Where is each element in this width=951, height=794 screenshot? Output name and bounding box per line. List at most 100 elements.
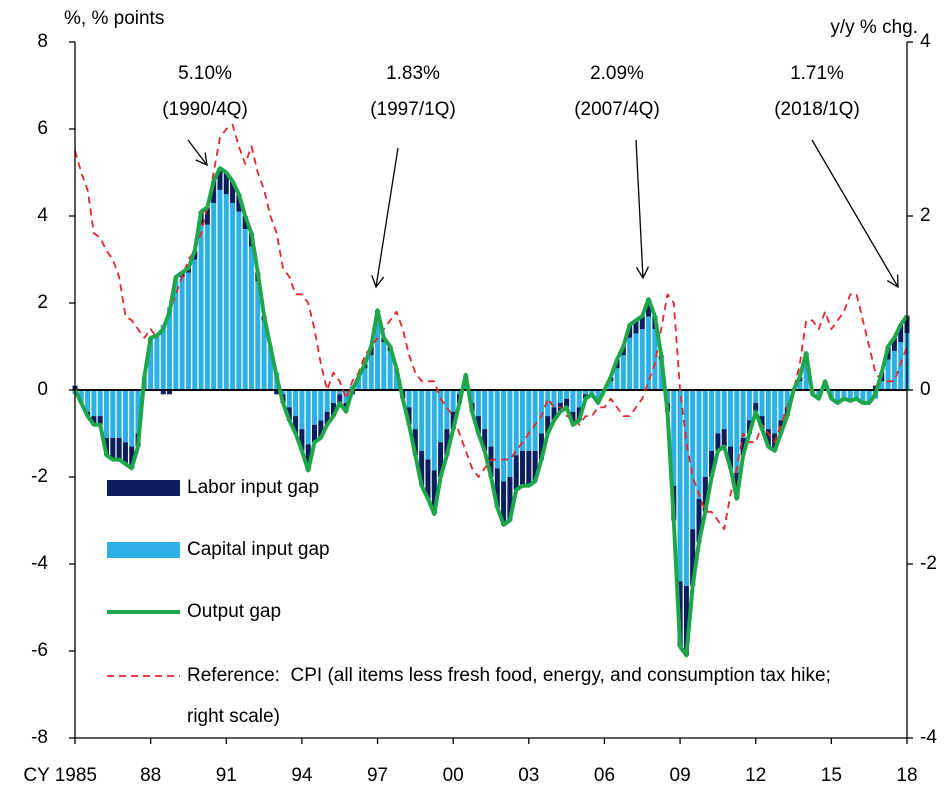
- bar: [709, 390, 715, 451]
- output-gap-line: [73, 166, 909, 658]
- bar: [727, 446, 734, 469]
- y-tick-label: 8: [37, 31, 48, 52]
- bar: [690, 529, 696, 586]
- bar: [211, 181, 217, 203]
- bar: [431, 390, 437, 471]
- legend-label: Capital input gap: [187, 539, 330, 560]
- bar: [91, 390, 97, 417]
- x-tick-label: CY 1985: [23, 765, 97, 786]
- bar: [652, 329, 658, 390]
- bar: [116, 437, 122, 460]
- bar: [425, 459, 431, 499]
- bar: [148, 337, 154, 390]
- bar: [847, 390, 853, 401]
- bar: [696, 390, 702, 499]
- x-tick-label: 06: [594, 765, 615, 786]
- plot: [72, 123, 910, 658]
- bar: [393, 368, 399, 390]
- bar: [438, 442, 444, 477]
- bar: [419, 390, 425, 451]
- bar: [633, 333, 639, 390]
- y2-tick-label: 0: [920, 379, 931, 400]
- bar: [97, 416, 103, 425]
- bar: [236, 211, 242, 390]
- bar: [570, 411, 576, 425]
- bar: [658, 359, 664, 390]
- bar: [444, 429, 450, 456]
- bar: [538, 390, 544, 434]
- bar: [217, 189, 223, 390]
- bar: [293, 416, 299, 434]
- annotation: (1997/1Q): [370, 99, 456, 120]
- x-tick-label: 94: [291, 765, 313, 786]
- arrow: [635, 139, 650, 280]
- x-tick-label: 09: [670, 765, 691, 786]
- bar: [482, 429, 488, 451]
- bar: [261, 320, 267, 390]
- bar: [683, 390, 689, 586]
- bar: [620, 355, 626, 390]
- bar: [532, 450, 538, 482]
- y2-tick-label: -2: [920, 553, 937, 574]
- bar: [356, 376, 362, 390]
- bar: [595, 390, 601, 399]
- bar: [311, 390, 318, 425]
- y-tick-label: 2: [37, 292, 48, 313]
- bar: [501, 481, 507, 525]
- bar: [753, 403, 759, 412]
- bar: [211, 202, 217, 390]
- bar: [570, 390, 576, 412]
- x-tick-label: 97: [367, 765, 388, 786]
- bar: [381, 342, 387, 390]
- x-tick-label: 18: [896, 765, 917, 786]
- bar: [375, 319, 381, 390]
- bar: [519, 390, 526, 451]
- bar: [715, 390, 721, 434]
- bar: [835, 390, 841, 404]
- annotation-arrows: [187, 139, 899, 289]
- bar: [721, 429, 727, 447]
- arrow: [811, 139, 899, 289]
- bar: [198, 224, 204, 390]
- bar: [614, 368, 620, 390]
- bar: [589, 390, 595, 395]
- bar: [740, 437, 746, 456]
- x-tick-label: 91: [216, 765, 237, 786]
- bar: [538, 433, 544, 460]
- bar: [727, 390, 734, 447]
- y2-tick-label: 4: [920, 31, 931, 52]
- cpi-line: [74, 123, 908, 531]
- bar: [784, 390, 790, 408]
- bar: [507, 477, 513, 521]
- bar: [564, 398, 570, 408]
- legend-label: Labor input gap: [187, 477, 320, 498]
- annotation: 2.09%: [590, 63, 644, 84]
- bar: [362, 368, 368, 390]
- bar: [299, 390, 305, 430]
- bar: [236, 194, 242, 212]
- bar: [438, 390, 444, 443]
- y-axis-label: %, % points: [64, 8, 164, 29]
- bar: [759, 390, 765, 417]
- y-tick-label: -6: [31, 640, 48, 661]
- bar: [280, 390, 286, 395]
- y-tick-label: -8: [31, 727, 48, 748]
- annotation: (1990/4Q): [162, 99, 248, 120]
- bar: [248, 246, 255, 390]
- bar: [91, 416, 97, 425]
- bar: [431, 470, 437, 514]
- bar: [759, 416, 765, 430]
- bar: [583, 390, 589, 395]
- bar: [778, 390, 784, 421]
- bar: [557, 390, 563, 404]
- bar: [494, 390, 500, 469]
- y2-axis-label: y/y % chg.: [830, 17, 918, 38]
- bar: [608, 381, 614, 390]
- bar: [129, 390, 135, 447]
- arrow: [371, 147, 399, 289]
- annotation: 1.83%: [386, 63, 440, 84]
- bar: [734, 390, 740, 473]
- bar: [179, 276, 185, 390]
- bar: [330, 403, 336, 417]
